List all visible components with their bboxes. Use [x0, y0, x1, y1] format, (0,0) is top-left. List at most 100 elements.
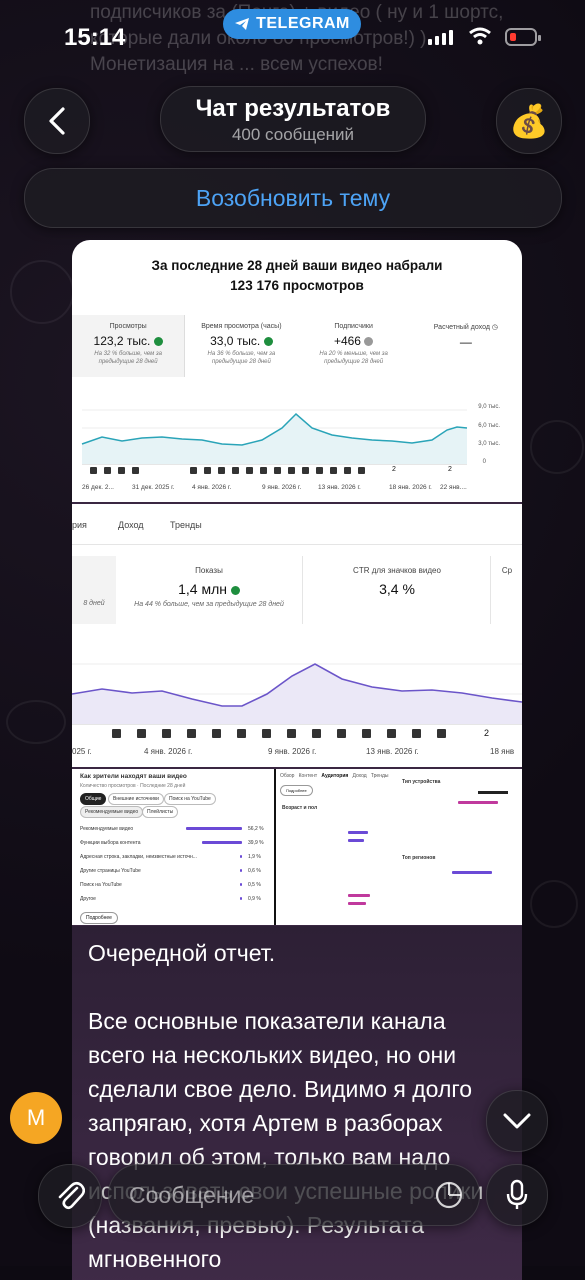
overview-title-line2: 123 176 просмотров — [230, 278, 364, 293]
kpi-subscribers: Подписчики +466 На 20 % меньше, чем за п… — [298, 315, 410, 377]
chevron-left-icon — [49, 107, 65, 135]
traffic-row-label: Функции выбора контента — [80, 840, 141, 846]
kpi-value: 3,4 % — [379, 581, 415, 597]
microphone-button[interactable] — [486, 1164, 548, 1226]
traffic-row-label: Адресная строка, закладки, неизвестные и… — [80, 854, 197, 860]
screenshot-traffic-sources[interactable]: Как зрители находят ваши видео Количеств… — [72, 769, 522, 925]
traffic-sources-card: Как зрители находят ваши видео Количеств… — [72, 769, 274, 925]
sender-avatar[interactable]: М — [10, 1092, 62, 1144]
tab-trends: Тренды — [370, 773, 389, 779]
kpi-label: CTR для значков видео — [353, 566, 441, 575]
back-button[interactable] — [24, 88, 90, 154]
impressions-line-chart — [72, 663, 522, 725]
overview-kpis: Просмотры 123,2 тыс. На 32 % больше, чем… — [72, 315, 522, 377]
cellular-signal-icon — [428, 30, 453, 45]
chat-avatar[interactable]: 💰 — [496, 88, 562, 154]
filter-chip-general: Общие — [80, 793, 107, 805]
message-placeholder: Сообщение — [129, 1181, 255, 1208]
kpi-label: Расчетный доход — [433, 324, 490, 331]
traffic-row-value: 0,5 % — [248, 882, 261, 888]
tab-overview: Обзор — [280, 773, 295, 779]
filter-chip-search: Поиск на YouTube — [164, 793, 216, 805]
filter-chip-playlists: Плейлисты — [142, 806, 179, 818]
x-tick: 9 янв. 2026 г. — [262, 484, 302, 491]
kpi-value: 1,4 млн — [178, 581, 227, 597]
battery-icon — [505, 28, 541, 46]
traffic-title: Как зрители находят ваши видео — [80, 773, 187, 780]
chat-title: Чат результатов — [195, 95, 391, 122]
x-tick: 4 янв. 2026 г. — [192, 484, 232, 491]
kpi-label: Ср — [501, 566, 513, 575]
traffic-row-value: 1,9 % — [248, 854, 261, 860]
clock-icon: ◷ — [491, 324, 498, 331]
traffic-row-value: 0,6 % — [248, 868, 261, 874]
traffic-row-bar — [240, 883, 242, 886]
traffic-row-bar — [240, 869, 242, 872]
caption-line: Очередной отчет. — [88, 940, 276, 966]
traffic-subtitle: Количество просмотров · Последние 28 дне… — [80, 783, 186, 789]
kpi-note: На 20 % меньше, чем за предыдущие 28 дне… — [319, 351, 388, 365]
video-markers — [112, 729, 462, 738]
resume-topic-button[interactable]: Возобновить тему — [24, 168, 562, 228]
top-regions-title: Топ регионов — [402, 855, 436, 861]
x-tick: 9 янв. 2026 г. — [268, 747, 317, 756]
status-time: 15:14 — [64, 24, 126, 51]
kpi-views: Просмотры 123,2 тыс. На 32 % больше, чем… — [72, 315, 186, 377]
attach-button[interactable] — [38, 1164, 102, 1228]
message-caption: Очередной отчет. Все основные показатели… — [72, 926, 522, 1280]
message-input[interactable]: Сообщение — [108, 1164, 480, 1226]
chat-subtitle: 400 сообщений — [231, 125, 355, 144]
chat-title-pill[interactable]: Чат результатов 400 сообщений — [160, 86, 426, 152]
x-tick: 4 янв. 2026 г. — [144, 747, 193, 756]
y-tick: 3,0 тыс. — [478, 441, 500, 447]
filter-chip-external: Внешние источники — [108, 793, 164, 805]
status-bar: 15:14 TELEGRAM — [0, 0, 585, 80]
bar — [348, 894, 370, 897]
bar — [458, 801, 498, 804]
device-type-title: Тип устройства — [402, 779, 441, 785]
caption-line: Все основные показатели канала всего на … — [88, 1008, 483, 1272]
background-doodle — [10, 260, 74, 324]
kpi-value: 123,2 тыс. — [93, 334, 151, 348]
telegram-pill[interactable]: TELEGRAM — [223, 9, 361, 39]
caption-line — [72, 970, 522, 1004]
kpi-note: На 44 % больше, чем за предыдущие 28 дне… — [134, 601, 284, 608]
y-tick: 6,0 тыс. — [478, 423, 500, 429]
chevron-down-icon — [503, 1113, 531, 1129]
x-tick: 31 дек. 2025 г. — [132, 484, 175, 491]
kpi-label: Время просмотра (часы) — [201, 323, 282, 330]
traffic-row-label: Рекомендуемые видео — [80, 826, 134, 832]
tab-content: Контент — [298, 773, 318, 779]
message-bubble[interactable]: За последние 28 дней ваши видео набрали … — [72, 240, 522, 1280]
x-tick: 26 дек. 2... — [82, 484, 114, 491]
screenshot-overview[interactable]: За последние 28 дней ваши видео набрали … — [72, 240, 522, 502]
screenshot-impressions[interactable]: рия Доход Тренды 8 дней Показы 1,4 млн Н… — [72, 504, 522, 767]
overview-title: За последние 28 дней ваши видео набрали … — [72, 240, 522, 296]
scroll-down-button[interactable] — [486, 1090, 548, 1152]
traffic-row-label: Другие страницы YouTube — [80, 868, 141, 874]
money-bag-icon: 💰 — [509, 103, 549, 139]
age-gender-title: Возраст и пол — [282, 805, 318, 811]
tab-audience: Аудитория — [321, 773, 349, 779]
traffic-row-bar — [186, 827, 242, 830]
kpi-impressions: Показы 1,4 млн На 44 % больше, чем за пр… — [116, 556, 303, 624]
arrow-down-icon — [364, 337, 374, 347]
bar — [348, 831, 368, 834]
kpi-label: Просмотры — [109, 323, 147, 330]
x-tick: 18 янв — [490, 747, 515, 756]
filter-chip-suggested: Рекомендуемые видео — [80, 806, 144, 818]
telegram-label: TELEGRAM — [256, 15, 350, 32]
background-doodle — [530, 880, 578, 928]
x-tick: 025 г. — [72, 747, 92, 756]
x-tick: 13 янв. 2026 г. — [318, 484, 361, 491]
kpi-note: На 36 % больше, чем за предыдущие 28 дне… — [207, 351, 276, 365]
microphone-icon — [506, 1179, 528, 1209]
tab-audience: рия — [72, 520, 87, 530]
sticker-icon[interactable] — [435, 1181, 463, 1209]
tab-revenue: Доход — [118, 520, 144, 530]
kpi-label: Подписчики — [334, 323, 373, 330]
x-tick: 22 янв.... — [440, 484, 467, 491]
age-gender-card: Обзор Контент Аудитория Доход Тренды Под… — [276, 769, 398, 925]
traffic-row-bar — [240, 897, 242, 900]
marker-label: 2 — [484, 728, 490, 738]
